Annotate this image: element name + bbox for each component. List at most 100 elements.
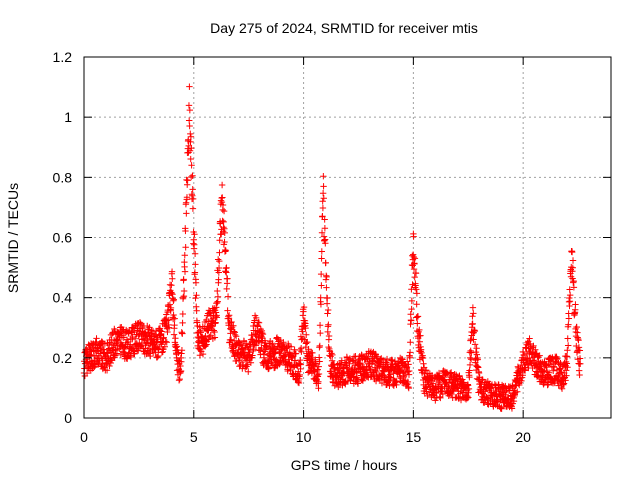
data-point bbox=[160, 334, 167, 341]
data-point bbox=[410, 233, 417, 240]
data-point bbox=[554, 355, 561, 363]
data-point bbox=[230, 328, 238, 335]
data-point bbox=[145, 344, 153, 352]
data-point bbox=[569, 275, 576, 282]
data-point bbox=[227, 336, 235, 343]
x-tick-label: 0 bbox=[80, 429, 88, 445]
data-point bbox=[411, 273, 418, 281]
data-point bbox=[474, 356, 481, 363]
data-point bbox=[281, 353, 288, 360]
data-point bbox=[185, 117, 193, 124]
data-point bbox=[403, 363, 411, 371]
data-point bbox=[169, 275, 176, 282]
data-point bbox=[216, 249, 223, 256]
data-point bbox=[304, 338, 311, 346]
data-point bbox=[469, 304, 477, 311]
data-point bbox=[526, 335, 533, 342]
data-point bbox=[221, 238, 228, 246]
data-point bbox=[479, 376, 486, 384]
x-axis-label: GPS time / hours bbox=[291, 457, 398, 473]
data-point bbox=[318, 229, 326, 236]
data-point bbox=[315, 363, 322, 370]
data-point bbox=[573, 347, 581, 355]
data-point bbox=[158, 328, 165, 335]
data-point bbox=[188, 162, 195, 169]
data-point bbox=[172, 335, 179, 342]
data-point bbox=[413, 290, 421, 297]
data-point bbox=[469, 313, 476, 320]
data-point bbox=[187, 155, 194, 163]
data-point bbox=[566, 291, 574, 299]
data-point bbox=[564, 347, 571, 354]
data-point bbox=[223, 264, 230, 271]
data-point bbox=[437, 394, 444, 402]
data-point bbox=[566, 286, 573, 293]
data-point bbox=[564, 342, 572, 349]
data-point bbox=[540, 379, 548, 387]
data-point bbox=[210, 327, 217, 334]
data-point bbox=[186, 83, 193, 90]
data-point bbox=[284, 367, 291, 375]
data-point bbox=[179, 330, 186, 337]
data-point bbox=[407, 317, 415, 324]
data-point bbox=[436, 393, 443, 401]
data-point bbox=[207, 308, 214, 316]
data-point bbox=[530, 342, 537, 350]
data-point bbox=[318, 282, 325, 289]
data-point bbox=[410, 253, 418, 261]
y-axis-label: SRMTID / TECUs bbox=[5, 183, 21, 293]
data-point bbox=[221, 246, 229, 254]
data-point bbox=[171, 315, 178, 322]
data-point bbox=[155, 352, 162, 360]
data-point bbox=[297, 361, 304, 368]
data-point bbox=[131, 335, 139, 342]
data-point bbox=[163, 339, 170, 346]
data-point bbox=[470, 310, 477, 317]
data-point bbox=[408, 297, 416, 305]
data-point bbox=[168, 282, 175, 289]
data-point bbox=[189, 172, 196, 179]
data-point bbox=[175, 377, 183, 384]
data-point bbox=[325, 321, 332, 328]
data-point bbox=[407, 339, 414, 346]
data-point bbox=[563, 353, 571, 360]
data-point bbox=[404, 358, 411, 365]
data-point bbox=[103, 367, 111, 374]
data-point bbox=[191, 241, 198, 248]
data-point bbox=[193, 292, 200, 299]
data-point bbox=[220, 224, 227, 231]
data-point bbox=[98, 344, 106, 352]
data-point bbox=[416, 326, 423, 334]
data-point bbox=[562, 377, 569, 384]
data-point bbox=[303, 331, 310, 338]
data-point bbox=[196, 352, 204, 359]
data-point bbox=[302, 324, 309, 332]
data-point bbox=[291, 346, 298, 353]
chart-title: Day 275 of 2024, SRMTID for receiver mti… bbox=[210, 20, 478, 36]
data-point bbox=[426, 383, 433, 390]
data-point bbox=[474, 364, 482, 371]
data-point bbox=[209, 318, 216, 325]
data-point bbox=[287, 343, 295, 350]
data-point bbox=[179, 319, 186, 327]
data-point bbox=[315, 370, 323, 378]
data-point bbox=[422, 366, 430, 374]
data-point bbox=[191, 269, 199, 276]
data-point bbox=[519, 348, 527, 356]
data-point bbox=[252, 314, 260, 322]
data-point bbox=[207, 332, 214, 339]
data-point bbox=[211, 328, 218, 336]
data-point bbox=[409, 281, 416, 288]
data-point bbox=[266, 352, 273, 359]
data-point bbox=[576, 347, 584, 354]
data-point bbox=[316, 358, 323, 365]
data-point bbox=[346, 360, 353, 367]
data-point bbox=[329, 351, 336, 359]
data-point bbox=[173, 343, 181, 350]
tick-labels: 0 0.2 0.4 0.6 0.8 1 1.2 0 5 10 15 20 bbox=[53, 49, 532, 445]
data-point bbox=[312, 360, 320, 368]
data-point bbox=[555, 382, 562, 389]
data-point bbox=[318, 255, 325, 262]
data-point bbox=[531, 357, 538, 364]
